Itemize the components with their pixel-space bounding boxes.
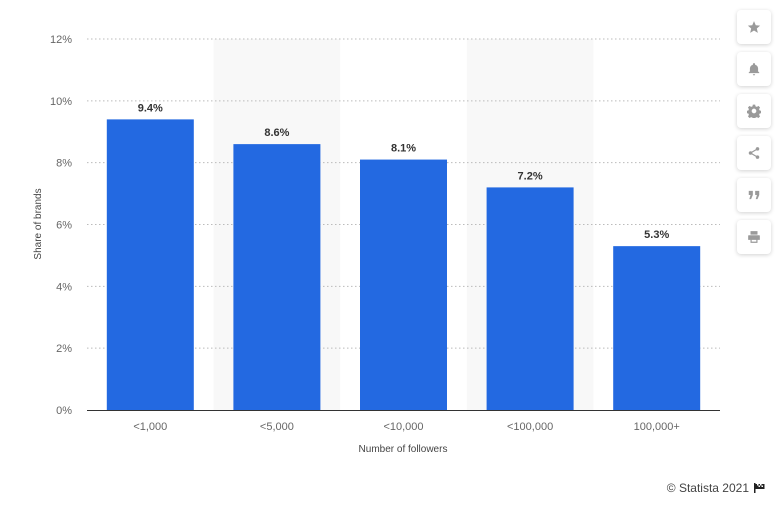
y-tick-label: 0% — [56, 405, 72, 417]
data-label: 8.6% — [264, 127, 289, 139]
bar[interactable] — [233, 144, 321, 410]
copyright-notice: © Statista 2021 — [667, 481, 765, 495]
y-tick-label: 2% — [56, 343, 72, 355]
data-label: 8.1% — [391, 143, 416, 155]
x-tick-label: <100,000 — [507, 421, 553, 433]
x-axis-title: Number of followers — [359, 444, 448, 455]
star-icon — [747, 21, 761, 33]
bar[interactable] — [613, 246, 701, 410]
data-label: 7.2% — [518, 170, 543, 182]
y-tick-label: 6% — [56, 220, 72, 232]
print-button[interactable] — [737, 220, 771, 254]
y-axis-ticks: 0% 2% 4% 6% 8% 10% 12% — [50, 34, 72, 417]
y-tick-label: 10% — [50, 96, 72, 108]
bar[interactable] — [360, 159, 447, 410]
data-label: 9.4% — [138, 102, 163, 114]
x-tick-label: <1,000 — [133, 421, 167, 433]
share-button[interactable] — [737, 136, 771, 170]
quote-icon — [748, 190, 760, 200]
y-tick-label: 4% — [56, 281, 72, 293]
side-toolbar — [737, 10, 771, 254]
x-tick-label: <5,000 — [260, 421, 294, 433]
flag-icon[interactable] — [754, 483, 765, 493]
cite-button[interactable] — [737, 178, 771, 212]
print-icon — [748, 231, 760, 243]
settings-button[interactable] — [737, 94, 771, 128]
data-label: 5.3% — [644, 229, 669, 241]
y-tick-label: 12% — [50, 34, 72, 46]
data-labels: 9.4% 8.6% 8.1% 7.2% 5.3% — [138, 102, 670, 241]
favorite-button[interactable] — [737, 10, 771, 44]
gear-icon — [747, 104, 761, 118]
bar[interactable] — [486, 187, 574, 410]
bars — [106, 119, 701, 410]
x-axis-ticks: <1,000 <5,000 <10,000 <100,000 100,000+ — [133, 421, 679, 433]
y-tick-label: 8% — [56, 158, 72, 170]
x-tick-label: <10,000 — [383, 421, 423, 433]
bell-icon — [748, 63, 760, 76]
copyright-text[interactable]: © Statista 2021 — [666, 481, 749, 495]
x-tick-label: 100,000+ — [634, 421, 680, 433]
bar[interactable] — [106, 119, 194, 410]
notification-button[interactable] — [737, 52, 771, 86]
bar-chart: 0% 2% 4% 6% 8% 10% 12% 9.4% 8.6% 8.1% 7.2% 5.3% <1… — [33, 34, 720, 455]
y-axis-title: Share of brands — [33, 188, 44, 259]
share-icon — [748, 147, 760, 159]
